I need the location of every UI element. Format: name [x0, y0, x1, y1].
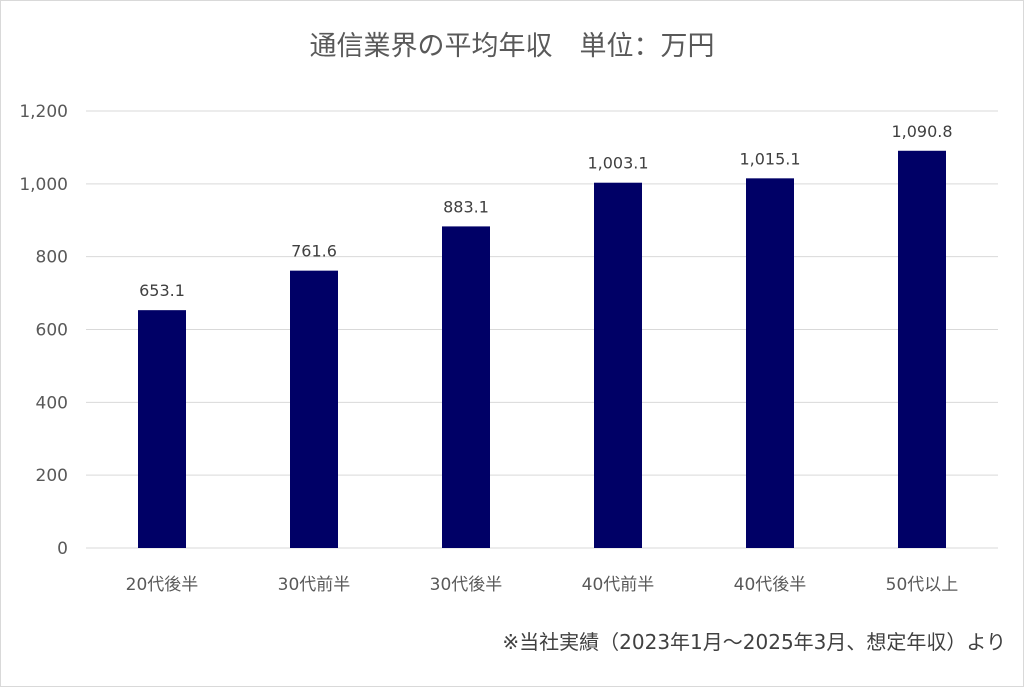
x-category-label: 40代後半 — [734, 575, 807, 595]
y-tick-label: 1,200 — [19, 102, 68, 122]
x-axis-categories: 20代後半 30代前半 30代後半 40代前半 40代後半 50代以上 — [126, 575, 959, 595]
x-category-label: 50代以上 — [886, 575, 959, 595]
y-tick-label: 200 — [36, 466, 68, 486]
x-category-label: 40代前半 — [582, 575, 655, 595]
footnote: ※当社実績（2023年1月～2025年3月、想定年収）より — [502, 630, 1006, 654]
data-label: 653.1 — [139, 281, 185, 300]
data-label: 883.1 — [443, 197, 489, 216]
y-tick-label: 600 — [36, 321, 68, 341]
y-tick-label: 0 — [57, 539, 68, 559]
bar-6 — [898, 150, 946, 548]
x-category-label: 20代後半 — [126, 575, 199, 595]
bars — [138, 150, 946, 549]
x-category-label: 30代前半 — [278, 575, 351, 595]
bar-2 — [290, 270, 338, 548]
y-tick-label: 1,000 — [19, 175, 68, 195]
y-tick-label: 400 — [36, 393, 68, 413]
data-label: 1,003.1 — [587, 154, 648, 173]
bar-4 — [594, 182, 642, 549]
bar-5 — [746, 178, 794, 548]
data-label: 1,015.1 — [739, 149, 800, 168]
bar-1 — [138, 310, 186, 548]
y-tick-label: 800 — [36, 248, 68, 268]
y-axis-ticks: 0 200 400 600 800 1,000 1,200 — [19, 102, 68, 559]
data-label: 761.6 — [291, 242, 337, 261]
bar-3 — [442, 226, 490, 548]
data-label: 1,090.8 — [891, 122, 952, 141]
data-labels: 653.1 761.6 883.1 1,003.1 1,015.1 1,090.8 — [139, 122, 952, 300]
gridlines — [86, 110, 998, 549]
chart-title: 通信業界の平均年収 単位：万円 — [309, 31, 715, 62]
x-category-label: 30代後半 — [430, 575, 503, 595]
